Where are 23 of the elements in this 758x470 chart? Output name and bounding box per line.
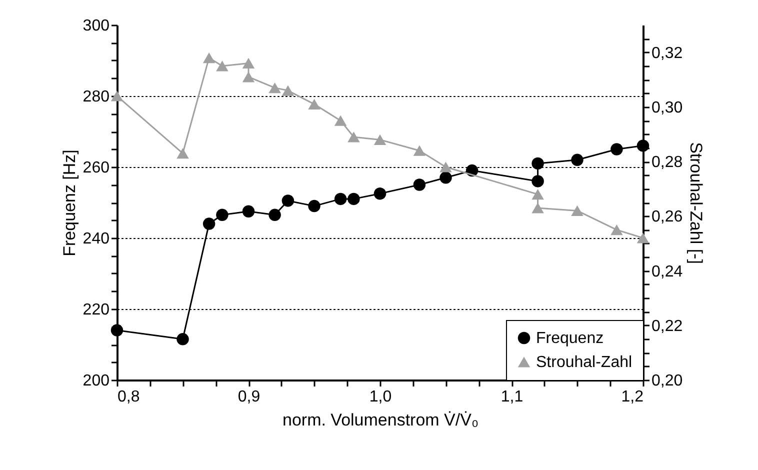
- y2-tick-label: 0,32: [652, 44, 683, 62]
- legend-label: Frequenz: [536, 330, 604, 347]
- y2-tick-label: 0,28: [652, 154, 683, 172]
- y2-tick-label: 0,30: [652, 99, 683, 116]
- y-tick-label: 280: [82, 88, 110, 106]
- y2-axis-title: Strouhal-Zahl [-]: [686, 142, 706, 264]
- x-tick-label: 0,9: [238, 388, 260, 406]
- y-tick-label: 260: [82, 160, 110, 176]
- legend-label: Strouhal-Zahl: [536, 354, 632, 371]
- x-axis-title: norm. Volumenstrom V̇/V̇₀: [282, 410, 479, 430]
- x-tick-label: 1,1: [500, 388, 524, 406]
- x-tick-label: 1,2: [621, 388, 644, 406]
- y2-tick-label: 0,24: [652, 263, 683, 280]
- x-tick-label: 0,8: [118, 388, 140, 406]
- y2-tick-label: 0,20: [652, 372, 683, 390]
- x-tick-label: 1,0: [369, 388, 392, 406]
- y-tick-label: 220: [82, 302, 110, 318]
- y-axis-title: Frequenz [Hz]: [60, 150, 79, 256]
- y-tick-label: 200: [82, 372, 110, 390]
- y-tick-label: 240: [82, 230, 110, 248]
- y-tick-label: 300: [82, 18, 110, 34]
- y2-tick-label: 0,26: [652, 208, 683, 226]
- y2-tick-label: 0,22: [652, 318, 683, 335]
